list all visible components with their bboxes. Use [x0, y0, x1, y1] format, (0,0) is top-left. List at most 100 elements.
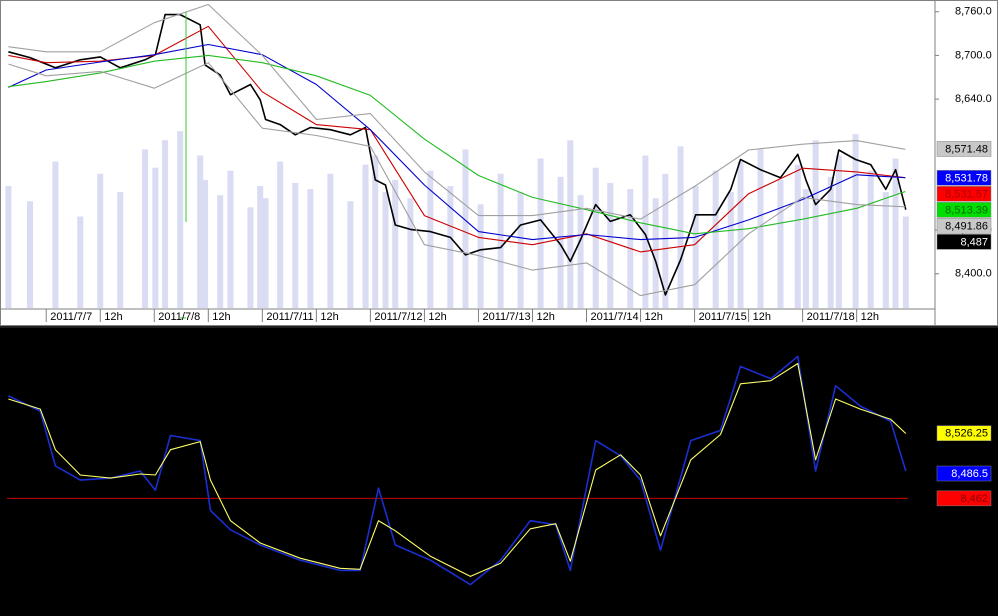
- x-tick-label: 2011/7/11: [266, 311, 313, 323]
- volume-bar: [592, 167, 599, 308]
- volume-bar: [427, 170, 434, 308]
- series-line: [8, 355, 907, 586]
- volume-bar: [97, 173, 104, 308]
- x-tick-label: 12h: [753, 311, 771, 323]
- volume-bar: [462, 149, 469, 308]
- series-line: [8, 362, 907, 577]
- volume-bar: [27, 201, 34, 308]
- price-tag: [936, 465, 992, 482]
- x-tick-label: 2011/7/12: [374, 311, 422, 323]
- volume-bar: [607, 182, 614, 308]
- volume-bar: [812, 140, 819, 308]
- x-tick-label: 2011/7/8: [158, 311, 200, 323]
- price-tag-label: 8,531.57: [945, 188, 988, 200]
- volume-bar: [202, 179, 209, 308]
- volume-bar: [537, 158, 544, 308]
- volume-bar: [217, 195, 224, 308]
- series-line: [8, 43, 906, 241]
- lower-pane: [0, 326, 998, 616]
- series-line: [8, 13, 907, 296]
- volume-bar: [292, 182, 299, 308]
- volume-bar: [577, 195, 584, 308]
- x-tick-label: 12h: [212, 311, 230, 323]
- volume-bar: [757, 149, 764, 308]
- volume-bar: [382, 192, 389, 308]
- volume-bar: [227, 170, 234, 308]
- volume-bar: [197, 155, 204, 308]
- price-tag-label: 8,526.25: [945, 428, 988, 440]
- volume-bar: [117, 192, 124, 308]
- price-tag-label: 8,491.86: [945, 220, 988, 232]
- volume-bar: [327, 173, 334, 308]
- price-tag: [936, 234, 992, 250]
- volume-bar: [677, 146, 684, 308]
- volume-bar: [307, 189, 314, 308]
- volume-bar: [407, 198, 414, 308]
- volume-bar: [162, 140, 169, 308]
- volume-bar: [642, 155, 649, 308]
- volume-bar: [347, 201, 354, 308]
- volume-bar: [362, 164, 369, 308]
- x-tick-label: 2011/7/13: [482, 311, 530, 323]
- price-tag-label: 8,531.78: [945, 172, 988, 184]
- volume-bar: [247, 207, 254, 308]
- upper-plot: [5, 3, 909, 308]
- y-tick-label: 8,640.0: [955, 93, 992, 105]
- volume-bar: [802, 189, 809, 308]
- volume-bar: [867, 170, 874, 308]
- price-tag-label: 8,486.5: [951, 468, 988, 480]
- volume-bar: [882, 192, 889, 308]
- volume-bar: [794, 164, 801, 308]
- price-tag: [936, 425, 992, 441]
- x-tick-label: 2011/7/15: [699, 311, 747, 323]
- volume-bar: [737, 161, 744, 308]
- volume-bar: [852, 134, 859, 308]
- volume-bar: [257, 186, 264, 308]
- series-line: [8, 62, 906, 297]
- price-tag: [936, 202, 992, 218]
- volume-bar: [372, 155, 379, 308]
- x-tick-label: 2011/7/7: [50, 311, 92, 323]
- volume-bar: [177, 131, 184, 308]
- price-tag: [936, 170, 992, 186]
- price-tag: [936, 490, 992, 507]
- volume-bar: [777, 179, 784, 308]
- price-tag: [936, 218, 992, 234]
- x-tick-label: 12h: [861, 311, 879, 323]
- volume-bar: [52, 161, 59, 308]
- volume-bar: [142, 149, 149, 308]
- axes: 8,400.08,460.08,640.08,700.08,760.02011/…: [45, 6, 992, 507]
- lower-plot: [7, 355, 908, 586]
- series-line: [8, 3, 906, 220]
- volume-bar: [5, 186, 12, 308]
- volume-bar: [277, 161, 284, 308]
- price-tag-label: 8,513.39: [945, 204, 988, 216]
- volume-bar: [902, 216, 909, 308]
- volume-bar: [517, 192, 524, 308]
- volume-bar: [652, 198, 659, 308]
- x-tick-label: 12h: [320, 311, 338, 323]
- price-tag-label: 8,487: [960, 236, 988, 248]
- y-tick-label: 8,700.0: [955, 49, 992, 61]
- volume-bar: [827, 176, 834, 308]
- volume-bar: [892, 158, 899, 308]
- price-tag: [936, 141, 992, 157]
- x-tick-label: 12h: [428, 311, 446, 323]
- volume-bar: [712, 170, 719, 308]
- y-tick-label: 8,400.0: [955, 268, 992, 280]
- volume-bar: [447, 186, 454, 308]
- volume-bar: [557, 176, 564, 308]
- price-tag-label: 8,571.48: [945, 143, 988, 155]
- x-tick-label: 12h: [536, 311, 554, 323]
- x-tick-label: 12h: [104, 311, 122, 323]
- price-tag: [936, 186, 992, 202]
- volume-bar: [262, 198, 269, 308]
- volume-bar: [662, 173, 669, 308]
- volume-bar: [392, 179, 399, 308]
- x-tick-label: 2011/7/14: [591, 311, 639, 323]
- y-tick-label: 8,760.0: [955, 6, 992, 18]
- x-tick-label: 12h: [645, 311, 663, 323]
- volume-bar: [835, 155, 842, 308]
